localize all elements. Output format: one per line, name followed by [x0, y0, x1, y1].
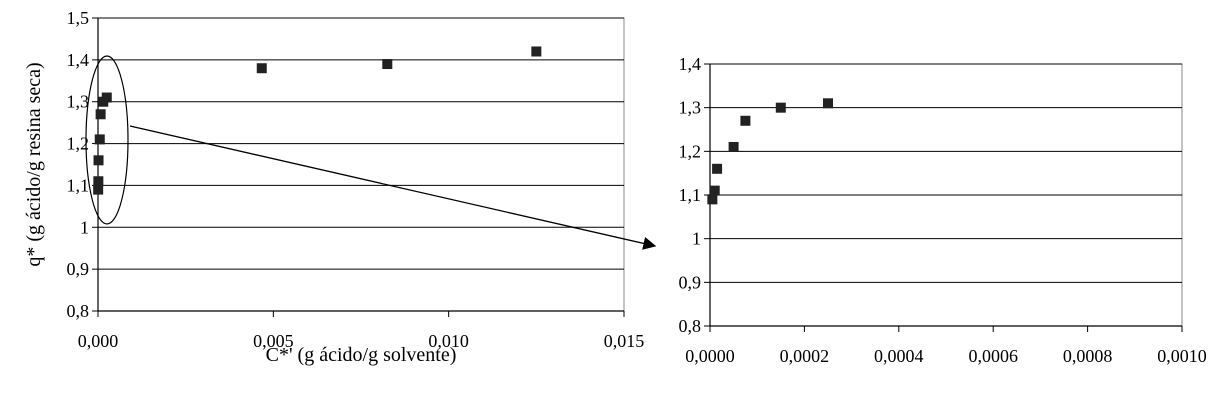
x-tick-label: 0,0004	[874, 346, 924, 366]
zoom-ellipse	[85, 55, 129, 225]
y-tick-label: 0,9	[679, 272, 702, 292]
data-point	[93, 184, 104, 195]
y-tick-label: 1	[692, 229, 701, 249]
x-tick-label: 0,0010	[1157, 346, 1207, 366]
zoom-arrow	[129, 125, 657, 250]
y-tick-label: 1,1	[679, 185, 702, 205]
y-tick-label: 1,4	[679, 54, 702, 74]
data-point	[823, 98, 833, 109]
data-point	[531, 46, 542, 57]
data-point	[707, 194, 718, 205]
data-point	[93, 176, 104, 187]
y-tick-label: 1,5	[67, 8, 90, 28]
y-tick-label: 1	[80, 217, 89, 237]
x-tick-label: 0,0000	[685, 346, 735, 366]
data-point	[94, 134, 105, 145]
data-point	[101, 92, 112, 103]
x-tick-label: 0,0008	[1063, 346, 1113, 366]
data-point	[95, 109, 106, 120]
data-point	[93, 155, 104, 166]
data-point	[712, 163, 723, 174]
y-tick-label: 1,4	[67, 50, 90, 70]
zoom-annotation	[85, 55, 657, 250]
plot-area	[97, 17, 625, 312]
y-tick-label: 0,8	[679, 316, 702, 336]
data-point	[382, 59, 393, 70]
y-tick-label: 1,3	[67, 92, 90, 112]
x-tick-label: 0,015	[604, 331, 645, 351]
data-point	[775, 102, 786, 113]
x-tick-label: 0,000	[78, 331, 119, 351]
data-point	[728, 141, 739, 152]
x-tick-label: 0,0002	[780, 346, 830, 366]
y-tick-label: 1,3	[679, 98, 702, 118]
main-chart: 0,8 0,9 1 1,1 1,2 1,3 1,4 1,5 0,000 0,005 0,010 0,0…	[23, 8, 644, 366]
y-tick-label: 0,8	[67, 301, 90, 321]
data-point	[740, 115, 751, 126]
x-axis-label: C*' (g ácido/g solvente)	[266, 344, 457, 366]
y-tick-label: 1,2	[679, 141, 702, 161]
zoom-chart: 0,8 0,9 1 1,1 1,2 1,3 1,4 0,0000 0,0002 0,0004 0,0…	[679, 54, 1207, 366]
data-point	[709, 185, 720, 196]
y-tick-label: 0,9	[67, 259, 90, 279]
x-tick-label: 0,0006	[968, 346, 1018, 366]
y-axis-label: q* (g ácido/g resina seca)	[23, 62, 45, 266]
y-tick-label: 1,1	[67, 175, 90, 195]
x-tick-label: 0,010	[428, 331, 469, 351]
y-tick-label: 1,2	[67, 134, 90, 154]
data-point	[256, 63, 267, 74]
x-tick-label: 0,005	[253, 331, 294, 351]
